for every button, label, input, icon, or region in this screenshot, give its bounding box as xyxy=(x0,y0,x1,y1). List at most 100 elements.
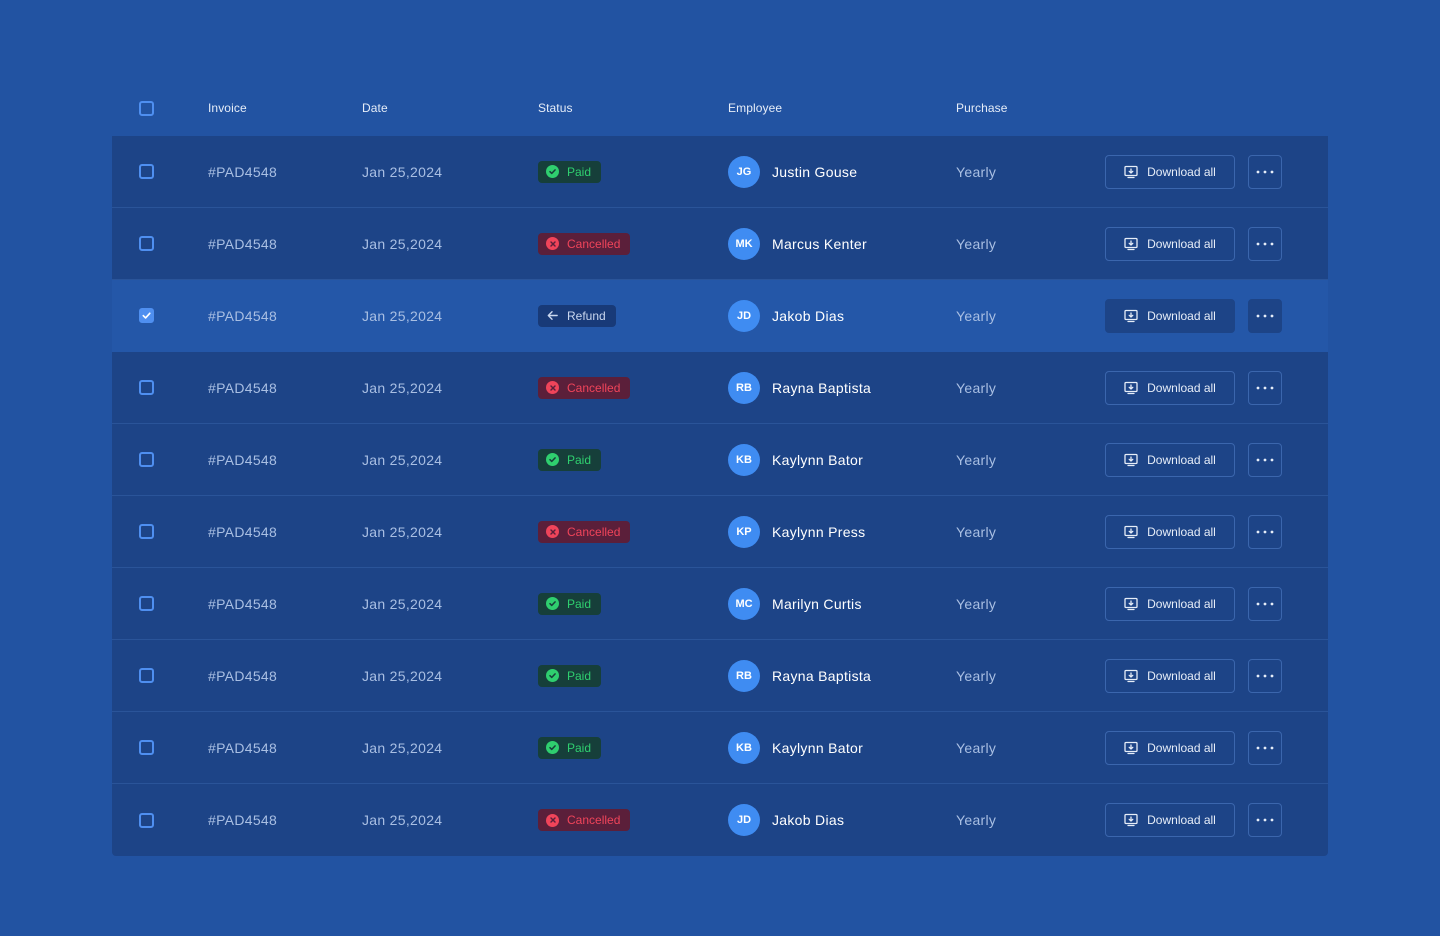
table-row: #PAD4548 Jan 25,2024 Cancelled JD Jakob … xyxy=(112,784,1328,856)
employee-name: Jakob Dias xyxy=(772,307,845,324)
select-all-cell xyxy=(139,80,154,136)
status-badge: Cancelled xyxy=(538,809,631,831)
download-all-label: Download all xyxy=(1147,308,1216,323)
row-checkbox[interactable] xyxy=(139,740,154,755)
x-circle-icon xyxy=(549,384,556,391)
download-icon xyxy=(1124,453,1138,466)
download-all-button[interactable]: Download all xyxy=(1105,226,1235,261)
row-checkbox[interactable] xyxy=(139,308,154,323)
row-checkbox[interactable] xyxy=(139,452,154,467)
more-horizontal-icon xyxy=(1256,602,1274,605)
invoice-date: Jan 25,2024 xyxy=(362,307,443,324)
row-checkbox-cell xyxy=(139,640,154,711)
more-actions-button[interactable] xyxy=(1248,514,1282,549)
avatar: RB xyxy=(728,659,760,692)
more-actions-button[interactable] xyxy=(1248,586,1282,621)
header-purchase[interactable]: Purchase xyxy=(956,101,1008,115)
status-badge: Paid xyxy=(538,448,602,471)
x-circle-icon xyxy=(549,817,556,823)
row-checkbox[interactable] xyxy=(139,812,154,828)
table-row: #PAD4548 Jan 25,2024 Cancelled MK Marcus… xyxy=(112,208,1328,280)
more-cell xyxy=(1248,640,1282,711)
status-label: Refund xyxy=(567,308,606,323)
status-icon xyxy=(546,453,559,466)
download-cell: Download all xyxy=(1105,424,1235,495)
more-actions-button[interactable] xyxy=(1248,298,1282,333)
employee-name: Rayna Baptista xyxy=(772,379,872,396)
more-actions-button[interactable] xyxy=(1248,226,1282,261)
status-icon xyxy=(546,813,559,827)
row-checkbox[interactable] xyxy=(139,164,154,179)
purchase-type: Yearly xyxy=(956,379,997,396)
row-checkbox-cell xyxy=(139,784,154,856)
select-all-checkbox[interactable] xyxy=(139,100,154,116)
purchase-type: Yearly xyxy=(956,163,997,180)
download-all-button[interactable]: Download all xyxy=(1105,514,1235,549)
download-cell: Download all xyxy=(1105,712,1235,783)
invoice-id: #PAD4548 xyxy=(208,451,278,468)
more-actions-button[interactable] xyxy=(1248,803,1282,837)
invoice-table: Invoice Date Status Employee Purchase #P… xyxy=(112,80,1328,856)
download-all-button[interactable]: Download all xyxy=(1105,370,1235,405)
row-checkbox[interactable] xyxy=(139,524,154,539)
employee-cell: RB Rayna Baptista xyxy=(728,352,871,423)
status-label: Paid xyxy=(567,164,592,179)
download-icon xyxy=(1124,237,1138,250)
row-checkbox-cell xyxy=(139,712,154,783)
row-checkbox[interactable] xyxy=(139,596,154,611)
check-circle-icon xyxy=(549,169,556,175)
download-all-button[interactable]: Download all xyxy=(1105,442,1235,477)
download-all-button[interactable]: Download all xyxy=(1105,154,1235,189)
download-all-button[interactable]: Download all xyxy=(1105,658,1235,693)
more-actions-button[interactable] xyxy=(1248,370,1282,405)
row-checkbox-cell xyxy=(139,568,154,639)
header-status[interactable]: Status xyxy=(538,101,573,115)
download-all-button[interactable]: Download all xyxy=(1105,803,1235,837)
more-horizontal-icon xyxy=(1256,818,1274,822)
avatar: JD xyxy=(728,804,760,836)
employee-name: Kaylynn Press xyxy=(772,523,866,540)
download-all-button[interactable]: Download all xyxy=(1105,586,1235,621)
table-row: #PAD4548 Jan 25,2024 Paid JG Justin Gous… xyxy=(112,136,1328,208)
status-badge: Paid xyxy=(538,736,602,759)
invoice-date: Jan 25,2024 xyxy=(362,667,443,684)
row-checkbox[interactable] xyxy=(139,668,154,683)
status-label: Paid xyxy=(567,596,592,611)
employee-cell: MK Marcus Kenter xyxy=(728,208,867,279)
header-date[interactable]: Date xyxy=(362,101,388,115)
purchase-type: Yearly xyxy=(956,235,997,252)
row-checkbox[interactable] xyxy=(139,380,154,395)
row-checkbox-cell xyxy=(139,352,154,423)
employee-cell: KB Kaylynn Bator xyxy=(728,424,863,495)
row-checkbox-cell xyxy=(139,280,154,351)
status-icon xyxy=(546,525,559,538)
purchase-type: Yearly xyxy=(956,812,997,828)
row-checkbox[interactable] xyxy=(139,236,154,251)
download-all-button[interactable]: Download all xyxy=(1105,298,1235,333)
download-all-button[interactable]: Download all xyxy=(1105,730,1235,765)
purchase-type: Yearly xyxy=(956,595,997,612)
status-icon xyxy=(546,309,559,322)
more-actions-button[interactable] xyxy=(1248,658,1282,693)
more-horizontal-icon xyxy=(1256,674,1274,677)
table-row: #PAD4548 Jan 25,2024 Refund JD Jakob Dia… xyxy=(112,280,1328,352)
avatar: KP xyxy=(728,515,760,548)
invoice-id: #PAD4548 xyxy=(208,667,278,684)
download-all-label: Download all xyxy=(1147,380,1216,395)
invoice-id: #PAD4548 xyxy=(208,812,278,828)
more-actions-button[interactable] xyxy=(1248,442,1282,477)
invoice-id: #PAD4548 xyxy=(208,235,278,252)
more-cell xyxy=(1248,496,1282,567)
more-actions-button[interactable] xyxy=(1248,730,1282,765)
download-cell: Download all xyxy=(1105,568,1235,639)
status-label: Cancelled xyxy=(567,380,621,395)
purchase-type: Yearly xyxy=(956,739,997,756)
more-actions-button[interactable] xyxy=(1248,154,1282,189)
avatar: MC xyxy=(728,587,760,620)
header-employee[interactable]: Employee xyxy=(728,101,783,115)
employee-name: Rayna Baptista xyxy=(772,667,872,684)
table-body: #PAD4548 Jan 25,2024 Paid JG Justin Gous… xyxy=(112,136,1328,856)
download-all-label: Download all xyxy=(1147,813,1216,827)
header-invoice[interactable]: Invoice xyxy=(208,101,247,115)
download-icon xyxy=(1124,525,1138,538)
